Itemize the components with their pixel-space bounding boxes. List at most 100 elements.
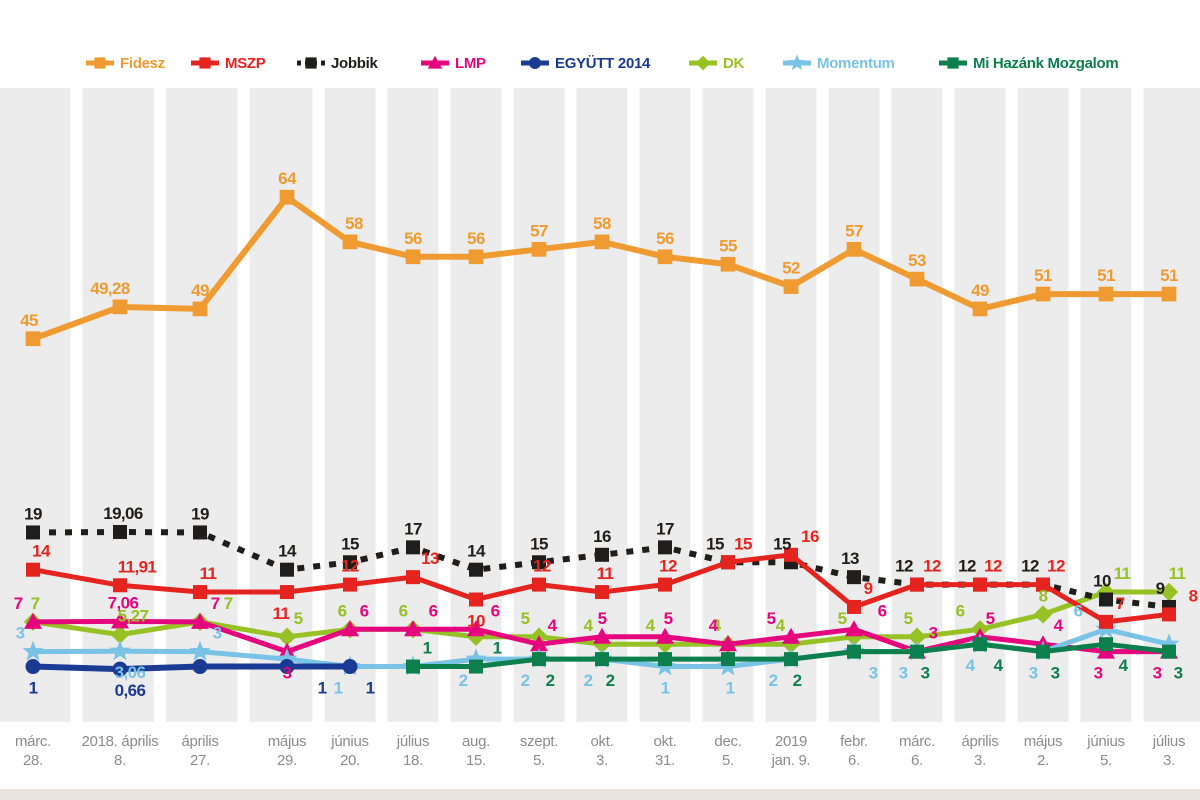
value-label: 1 <box>366 679 375 698</box>
value-label: 7 <box>211 594 220 613</box>
value-label: 3 <box>869 664 878 683</box>
value-label: 64 <box>278 169 297 188</box>
value-label: 11 <box>273 604 290 623</box>
x-axis-label: június 20. <box>330 733 368 769</box>
triangle-marker <box>782 627 800 644</box>
square-marker <box>784 652 798 667</box>
diamond-marker <box>277 627 297 646</box>
value-label: 17 <box>656 519 674 538</box>
square-marker <box>468 249 484 265</box>
value-label: 5 <box>986 609 995 628</box>
value-label: 2 <box>584 671 593 690</box>
value-label: 11,91 <box>118 557 157 576</box>
legend-label: Mi Hazánk Mozgalom <box>973 54 1119 72</box>
value-label: 56 <box>467 229 485 248</box>
star-marker <box>465 648 487 668</box>
square-marker <box>112 299 128 315</box>
value-label: 1 <box>661 679 670 698</box>
value-label: 57 <box>845 221 863 240</box>
value-label: 11 <box>200 564 217 583</box>
value-label: 5 <box>294 609 303 628</box>
value-label: 6 <box>956 601 965 620</box>
x-axis-label: okt. 3. <box>591 733 614 769</box>
x-axis-label: márc. 6. <box>899 733 935 769</box>
x-axis-label: febr. 6. <box>840 733 868 769</box>
square-marker <box>26 525 40 540</box>
square-marker <box>973 577 987 592</box>
value-label: 17 <box>404 519 422 538</box>
series-line <box>32 618 1169 655</box>
value-label: 3 <box>1094 664 1103 683</box>
square-marker <box>280 562 294 577</box>
value-label: 12 <box>533 557 551 576</box>
x-axis-label: dec. 5. <box>714 733 741 769</box>
x-axis-label: július 18. <box>396 733 429 769</box>
square-marker <box>658 652 672 667</box>
value-label: 3 <box>283 664 292 683</box>
square-marker <box>595 547 609 562</box>
triangle-marker <box>111 612 129 629</box>
x-axis-label: okt. 31. <box>654 733 677 769</box>
square-legend-icon <box>191 57 219 69</box>
value-label: 6 <box>491 601 500 620</box>
value-label: 16 <box>593 527 611 546</box>
value-label: 6 <box>429 601 438 620</box>
grid-band <box>954 88 1006 722</box>
value-label: 5 <box>767 609 776 628</box>
value-label: 51 <box>1034 266 1052 285</box>
star-marker <box>22 640 44 661</box>
value-label: 4 <box>709 616 719 635</box>
square-marker <box>469 562 483 577</box>
series-line <box>32 552 1170 625</box>
value-label: 6 <box>338 601 347 620</box>
triangle-legend-icon <box>421 55 449 69</box>
value-label: 49,28 <box>90 279 130 298</box>
value-label: 6 <box>360 601 369 620</box>
value-label: 55 <box>719 236 737 255</box>
value-label: 58 <box>593 214 611 233</box>
value-label: 52 <box>782 259 800 278</box>
square-marker <box>26 562 40 577</box>
legend-item-mi-haz-nk-mozgalom: Mi Hazánk Mozgalom <box>938 48 1119 78</box>
square-marker <box>847 644 861 659</box>
value-label: 1 <box>318 679 327 698</box>
legend-item-jobbik: Jobbik <box>296 48 378 78</box>
value-label: 6 <box>399 601 408 620</box>
square-marker <box>847 570 861 585</box>
grid-band <box>765 88 817 722</box>
star-marker <box>189 640 211 661</box>
value-label: 2 <box>546 671 555 690</box>
value-label: 7 <box>224 594 233 613</box>
x-axis-label: aug. 15. <box>462 733 490 769</box>
square-marker <box>594 234 610 250</box>
square-marker <box>1035 286 1051 302</box>
value-label: 5 <box>521 609 530 628</box>
value-label: 3 <box>1153 664 1162 683</box>
square-marker <box>721 652 735 667</box>
star-marker <box>109 640 131 661</box>
gridline-bands <box>0 88 1200 722</box>
value-label: 12 <box>1047 557 1065 576</box>
square-marker <box>1162 607 1176 622</box>
square-marker <box>847 599 861 614</box>
square-marker <box>193 585 207 600</box>
square-marker <box>469 592 483 607</box>
series-line <box>31 194 1169 342</box>
legend-item-mszp: MSZP <box>190 48 266 78</box>
value-label: 4 <box>548 616 558 635</box>
square-marker <box>910 644 924 659</box>
value-label: 56 <box>404 229 422 248</box>
value-label: 4 <box>966 656 976 675</box>
value-label: 49 <box>191 281 209 300</box>
value-label: 1 <box>726 679 735 698</box>
square-marker <box>532 555 546 570</box>
square-marker <box>784 547 798 562</box>
x-axis-label: szept. 5. <box>520 733 558 769</box>
square-marker <box>846 242 862 257</box>
square-marker <box>113 525 127 540</box>
value-label: 4 <box>994 656 1004 675</box>
square-legend-icon <box>297 57 325 69</box>
square-marker <box>532 652 546 667</box>
x-axis-label: 2019 jan. 9. <box>771 733 811 769</box>
value-label: 7 <box>14 594 23 613</box>
